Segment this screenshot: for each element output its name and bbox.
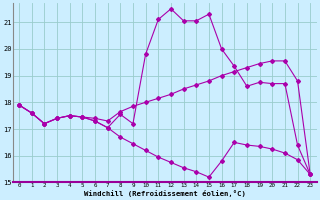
X-axis label: Windchill (Refroidissement éolien,°C): Windchill (Refroidissement éolien,°C): [84, 190, 245, 197]
